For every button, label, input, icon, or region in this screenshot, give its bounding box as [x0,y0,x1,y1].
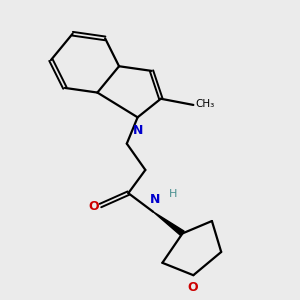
Polygon shape [153,212,184,236]
Text: N: N [133,124,143,137]
Text: N: N [149,193,160,206]
Text: O: O [88,200,99,213]
Text: O: O [188,281,198,294]
Text: CH₃: CH₃ [196,99,215,109]
Text: H: H [169,189,178,199]
